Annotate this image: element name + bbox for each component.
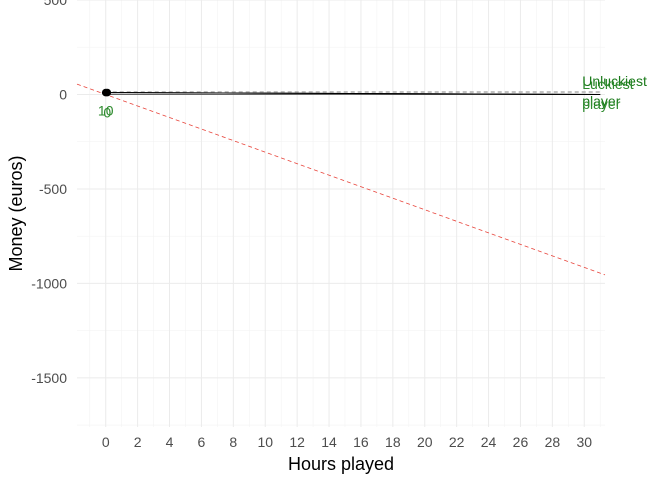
x-tick-label: 30 (576, 434, 592, 450)
x-tick-label: 10 (257, 434, 273, 450)
y-tick-label: -1000 (31, 275, 67, 291)
y-axis-title: Money (euros) (6, 155, 26, 271)
x-tick-label: 28 (545, 434, 561, 450)
point-labels: 100 (98, 103, 114, 121)
x-axis-ticks: 0 2 4 6 8 10 12 14 16 18 20 22 24 26 28 30 (102, 434, 592, 450)
x-tick-label: 0 (102, 434, 110, 450)
point-label: 0 (103, 104, 111, 120)
x-tick-label: 4 (166, 434, 174, 450)
series-line-unluckiest-player (105, 92, 601, 95)
x-tick-label: 12 (289, 434, 305, 450)
y-tick-label: 500 (44, 0, 68, 8)
annotation-luckiest: Luckiest player (582, 76, 633, 112)
x-tick-label: 16 (353, 434, 369, 450)
series-lines (76, 83, 606, 276)
data-point (103, 88, 112, 97)
annotation-unluckiest: Unluckiest player (582, 73, 647, 109)
grid-minor (77, 0, 605, 427)
x-tick-label: 20 (417, 434, 433, 450)
annotation-line: player (582, 96, 620, 112)
y-tick-label: -500 (39, 181, 67, 197)
x-axis-title: Hours played (288, 454, 394, 474)
x-tick-label: 24 (481, 434, 497, 450)
x-tick-label: 14 (321, 434, 337, 450)
x-tick-label: 6 (198, 434, 206, 450)
x-tick-label: 26 (513, 434, 529, 450)
x-tick-label: 8 (229, 434, 237, 450)
y-tick-label: 0 (59, 86, 67, 102)
annotation-line: Unluckiest (582, 73, 647, 89)
series-line-expected-loss (76, 83, 606, 276)
annotation-line: player (582, 93, 620, 109)
y-axis-ticks: 500 0 -500 -1000 -1500 (31, 0, 67, 386)
annotation-line: Luckiest (582, 76, 633, 92)
x-tick-label: 18 (385, 434, 401, 450)
x-tick-label: 2 (134, 434, 142, 450)
point-label: 10 (98, 103, 114, 119)
data-points (101, 88, 112, 97)
x-tick-label: 22 (449, 434, 465, 450)
y-tick-label: -1500 (31, 370, 67, 386)
